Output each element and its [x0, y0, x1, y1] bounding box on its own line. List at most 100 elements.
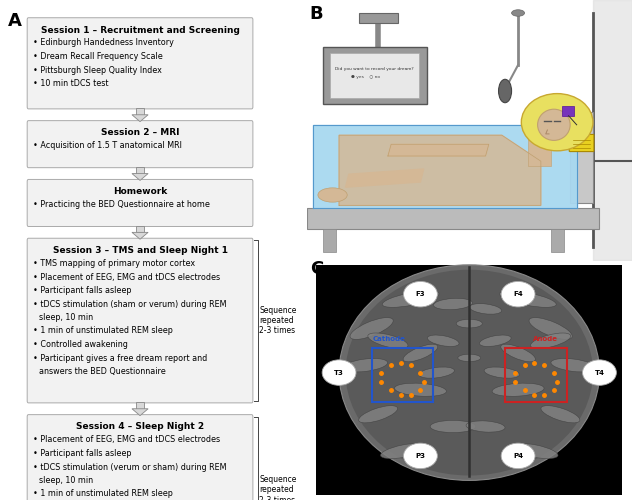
- Text: Session 2 – MRI: Session 2 – MRI: [100, 128, 179, 138]
- Ellipse shape: [430, 420, 476, 432]
- FancyBboxPatch shape: [27, 18, 253, 109]
- Text: ● yes    ○ no: ● yes ○ no: [351, 74, 380, 78]
- Text: Session 4 – Sleep Night 2: Session 4 – Sleep Night 2: [76, 422, 204, 432]
- Text: Cathode: Cathode: [373, 336, 406, 342]
- Text: • Participant falls asleep: • Participant falls asleep: [33, 286, 131, 296]
- Bar: [137, 226, 143, 232]
- Polygon shape: [132, 232, 148, 239]
- Text: • Dream Recall Frequency Scale: • Dream Recall Frequency Scale: [33, 52, 162, 61]
- Circle shape: [521, 94, 593, 151]
- Text: Sequence
repeated
2-3 times: Sequence repeated 2-3 times: [259, 474, 297, 500]
- Ellipse shape: [499, 80, 511, 102]
- Bar: [550, 229, 564, 252]
- Text: Sequence
repeated
2-3 times: Sequence repeated 2-3 times: [259, 306, 297, 336]
- FancyBboxPatch shape: [27, 120, 253, 168]
- Text: sleep, 10 min: sleep, 10 min: [39, 476, 93, 485]
- Text: F3: F3: [416, 291, 425, 297]
- Text: Session 1 – Recruitment and Screening: Session 1 – Recruitment and Screening: [40, 26, 240, 35]
- Ellipse shape: [339, 265, 599, 480]
- Text: A: A: [8, 12, 21, 30]
- Text: P4: P4: [513, 453, 523, 459]
- Polygon shape: [313, 125, 576, 208]
- Ellipse shape: [419, 367, 454, 378]
- Ellipse shape: [484, 367, 520, 378]
- Ellipse shape: [456, 320, 482, 328]
- Circle shape: [403, 282, 437, 307]
- Text: C: C: [310, 260, 323, 278]
- Ellipse shape: [434, 298, 473, 310]
- Ellipse shape: [511, 10, 525, 16]
- Bar: [137, 108, 143, 115]
- Text: • 1 min of unstimulated REM sleep: • 1 min of unstimulated REM sleep: [33, 326, 173, 336]
- Ellipse shape: [538, 109, 570, 140]
- Text: sleep, 10 min: sleep, 10 min: [39, 313, 93, 322]
- Circle shape: [583, 360, 616, 386]
- Text: • 1 min of unstimulated REM sleep: • 1 min of unstimulated REM sleep: [33, 489, 173, 498]
- Text: answers the BED Questionnaire: answers the BED Questionnaire: [39, 367, 166, 376]
- Text: T4: T4: [595, 370, 604, 376]
- Circle shape: [501, 443, 535, 468]
- Polygon shape: [132, 409, 148, 416]
- Ellipse shape: [403, 344, 438, 362]
- Text: • Participant gives a free dream report and: • Participant gives a free dream report …: [33, 354, 207, 363]
- Bar: [137, 166, 143, 173]
- Text: • 10 min tDCS test: • 10 min tDCS test: [33, 80, 108, 88]
- Text: • Practicing the BED Questionnaire at home: • Practicing the BED Questionnaire at ho…: [33, 200, 210, 209]
- FancyBboxPatch shape: [27, 180, 253, 226]
- Ellipse shape: [318, 188, 347, 202]
- Ellipse shape: [511, 444, 558, 458]
- Text: • Pittsburgh Sleep Quality Index: • Pittsburgh Sleep Quality Index: [33, 66, 162, 75]
- Text: • Participant falls asleep: • Participant falls asleep: [33, 449, 131, 458]
- Text: Did you want to record your dream?: Did you want to record your dream?: [336, 67, 414, 71]
- Bar: [330, 54, 420, 98]
- Circle shape: [501, 282, 535, 307]
- Ellipse shape: [501, 344, 535, 362]
- Text: • tDCS stimulation (sham or verum) during REM: • tDCS stimulation (sham or verum) durin…: [33, 300, 226, 309]
- Bar: [323, 229, 336, 252]
- Ellipse shape: [394, 383, 446, 396]
- FancyBboxPatch shape: [569, 134, 594, 152]
- Ellipse shape: [531, 333, 571, 348]
- Circle shape: [403, 443, 437, 468]
- Text: • Controlled awakening: • Controlled awakening: [33, 340, 128, 349]
- Text: B: B: [310, 5, 324, 23]
- Polygon shape: [339, 135, 541, 206]
- Bar: [570, 112, 593, 203]
- Text: • Placement of EEG, EMG and tDCS electrodes: • Placement of EEG, EMG and tDCS electro…: [33, 435, 220, 444]
- Polygon shape: [132, 174, 148, 180]
- Text: • TMS mapping of primary motor cortex: • TMS mapping of primary motor cortex: [33, 259, 195, 268]
- Text: • tDCS stimulation (verum or sham) during REM: • tDCS stimulation (verum or sham) durin…: [33, 462, 226, 471]
- FancyBboxPatch shape: [27, 414, 253, 500]
- Text: • Acquisition of 1.5 T anatomical MRI: • Acquisition of 1.5 T anatomical MRI: [33, 141, 181, 150]
- Bar: [562, 106, 574, 116]
- Bar: [323, 47, 427, 104]
- Ellipse shape: [427, 335, 459, 346]
- Ellipse shape: [359, 406, 398, 423]
- Text: • Placement of EEG, EMG and tDCS electrodes: • Placement of EEG, EMG and tDCS electro…: [33, 272, 220, 281]
- Ellipse shape: [350, 318, 393, 340]
- Ellipse shape: [380, 444, 428, 458]
- FancyBboxPatch shape: [27, 238, 253, 403]
- Ellipse shape: [466, 421, 505, 432]
- Text: • Edinburgh Handedness Inventory: • Edinburgh Handedness Inventory: [33, 38, 174, 48]
- Ellipse shape: [343, 358, 387, 372]
- Ellipse shape: [529, 318, 572, 340]
- Ellipse shape: [480, 335, 511, 346]
- Ellipse shape: [492, 383, 544, 396]
- Polygon shape: [388, 144, 489, 156]
- Bar: [528, 138, 550, 166]
- Text: Anode: Anode: [533, 336, 558, 342]
- Text: F4: F4: [513, 291, 523, 297]
- Bar: [307, 208, 599, 229]
- Ellipse shape: [551, 358, 596, 372]
- Text: T3: T3: [334, 370, 344, 376]
- Ellipse shape: [346, 270, 593, 476]
- Text: P3: P3: [415, 453, 425, 459]
- Circle shape: [322, 360, 356, 386]
- Polygon shape: [346, 169, 423, 187]
- Bar: [358, 13, 398, 24]
- Text: Session 3 – TMS and Sleep Night 1: Session 3 – TMS and Sleep Night 1: [52, 246, 228, 255]
- Ellipse shape: [458, 354, 481, 362]
- Ellipse shape: [382, 291, 439, 308]
- Ellipse shape: [499, 291, 556, 308]
